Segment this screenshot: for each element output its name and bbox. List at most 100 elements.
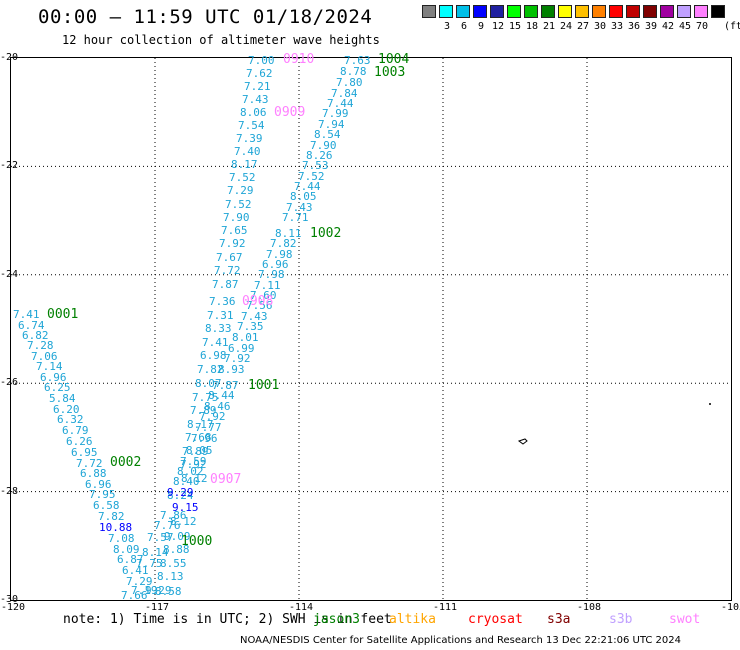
satellite-altika: altika <box>389 612 436 627</box>
legend-swatch <box>456 5 470 18</box>
legend-swatch <box>524 5 538 18</box>
wave-height-value: 7.98 <box>266 248 293 261</box>
wave-height-value: 7.72 <box>214 264 241 277</box>
lat-tick-label: -24 <box>0 268 19 280</box>
legend-swatch <box>490 5 504 18</box>
wave-height-value: 7.00 <box>248 54 275 67</box>
lon-tick-label: -105 <box>721 602 740 613</box>
wave-height-value: 8.40 <box>173 475 200 488</box>
wave-height-value: 7.66 <box>121 589 148 602</box>
wave-height-value: 7.75 <box>192 391 219 404</box>
wave-height-value: 8.14 <box>142 546 169 559</box>
legend-swatch <box>609 5 623 18</box>
wave-height-value: 6.95 <box>71 446 98 459</box>
wave-height-value: 7.82 <box>270 237 297 250</box>
wave-height-value: 7.14 <box>36 360 63 373</box>
wave-height-value: 7.87 <box>212 278 239 291</box>
wave-height-value: 8.01 <box>232 331 259 344</box>
legend-value: 39 <box>645 21 658 32</box>
legend-value: 24 <box>560 21 573 32</box>
wave-height-value: 8.93 <box>218 363 245 376</box>
wave-height-value: 9.09 <box>164 530 191 543</box>
wave-height-value: 7.06 <box>31 350 58 363</box>
wave-height-value: 8.05 <box>186 444 213 457</box>
wave-height-value: 7.98 <box>258 268 285 281</box>
wave-height-value: 7.92 <box>180 458 207 471</box>
pass-time-tag: 0910 <box>283 52 315 67</box>
wave-height-value: 7.90 <box>223 211 250 224</box>
wave-height-value: 7.56 <box>246 299 273 312</box>
legend-swatch <box>541 5 555 18</box>
wave-height-value: 5.84 <box>49 392 76 405</box>
pass-time-tag: 0002 <box>110 455 142 470</box>
legend-value: 30 <box>594 21 607 32</box>
pass-time-tag: 1001 <box>248 378 280 393</box>
lat-tick-label: -30 <box>0 594 19 605</box>
pass-time-tag: 1003 <box>374 65 406 80</box>
wave-height-value: 6.98 <box>200 349 227 362</box>
wave-height-value: 7.31 <box>207 309 234 322</box>
legend-swatch <box>626 5 640 18</box>
satellite-jason3: jason3 <box>313 612 360 627</box>
wave-height-value: 6.58 <box>93 499 120 512</box>
legend-swatch <box>592 5 606 18</box>
wave-height-value: 8.13 <box>157 570 184 583</box>
wave-height-value: 7.41 <box>13 308 40 321</box>
wave-height-value: 6.96 <box>262 258 289 271</box>
lat-tick-label: -28 <box>0 485 19 497</box>
wave-height-value: 7.29 <box>126 575 153 588</box>
legend-value: 42 <box>662 21 675 32</box>
legend-swatch <box>575 5 589 18</box>
wave-height-value: 7.72 <box>76 457 103 470</box>
legend-swatch <box>439 5 453 18</box>
satellite-s3b: s3b <box>609 612 633 627</box>
lon-tick-label: -120 <box>1 602 26 613</box>
wave-height-value: 7.95 <box>89 488 116 501</box>
wave-height-value: 8.12 <box>181 472 208 485</box>
wave-height-value: 7.65 <box>221 224 248 237</box>
wave-height-value: 8.88 <box>163 543 190 556</box>
wave-height-value: 8.07 <box>195 377 222 390</box>
wave-height-value: 7.43 <box>241 310 268 323</box>
wave-height-value: 8.02 <box>177 465 204 478</box>
island-dot <box>709 403 711 405</box>
wave-height-value: 6.82 <box>22 329 49 342</box>
legend-value: 3 <box>444 21 451 32</box>
wave-height-value: 8.17 <box>231 158 258 171</box>
wave-height-value: 6.88 <box>80 467 107 480</box>
wave-height-value: 7.36 <box>209 295 236 308</box>
wave-height-value: 8.58 <box>155 585 182 598</box>
wave-height-value: 9.29 <box>145 584 172 597</box>
legend-swatch <box>643 5 657 18</box>
wave-height-value: 7.41 <box>202 336 229 349</box>
wave-height-value: 7.75 <box>136 557 163 570</box>
wave-height-value: 6.25 <box>44 381 71 394</box>
legend-swatch <box>660 5 674 18</box>
footer-note: note: 1) Time is in UTC; 2) SWH is in fe… <box>63 612 392 627</box>
wave-height-value: 7.94 <box>318 118 345 131</box>
lon-tick-label: -117 <box>145 602 170 613</box>
legend-swatch <box>422 5 436 18</box>
wave-height-value: 7.96 <box>191 432 218 445</box>
wave-height-value: 6.26 <box>66 435 93 448</box>
wave-height-value: 7.43 <box>286 201 313 214</box>
wave-height-value: 7.39 <box>236 132 263 145</box>
wave-height-value: 7.21 <box>244 80 271 93</box>
wave-height-value: 8.33 <box>205 322 232 335</box>
legend-value: 45 <box>679 21 692 32</box>
wave-height-value: 7.92 <box>219 237 246 250</box>
satellite-s3a: s3a <box>547 612 571 627</box>
wave-height-value: 8.26 <box>306 149 333 162</box>
wave-height-value: 7.52 <box>298 170 325 183</box>
wave-height-value: 7.62 <box>246 67 273 80</box>
wave-height-value: 7.52 <box>225 198 252 211</box>
lat-tick-label: -20 <box>0 52 19 63</box>
wave-height-value: 6.87 <box>117 553 144 566</box>
lat-tick-label: -22 <box>0 160 19 172</box>
wave-height-value: 8.44 <box>208 389 235 402</box>
wave-height-value: 7.43 <box>242 93 269 106</box>
wave-height-value: 7.60 <box>250 289 277 302</box>
legend-value: 33 <box>611 21 624 32</box>
wave-height-value: 6.32 <box>57 413 84 426</box>
wave-height-value: 8.55 <box>160 557 187 570</box>
